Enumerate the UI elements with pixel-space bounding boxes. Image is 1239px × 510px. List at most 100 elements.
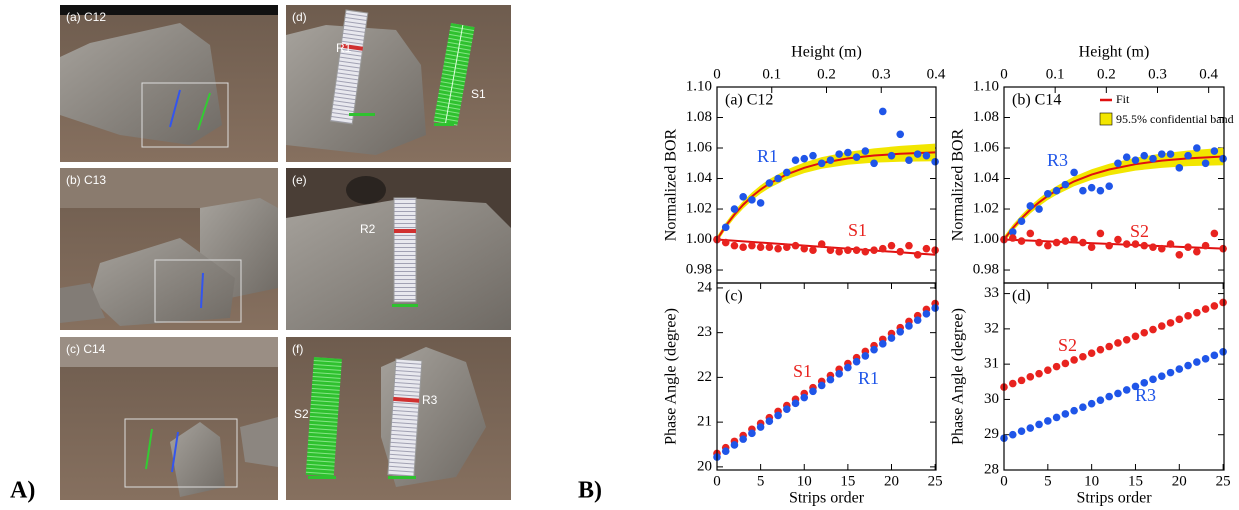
data-point [1132,156,1140,164]
photo-label: (b) C13 [66,173,106,187]
data-point [1070,407,1078,415]
data-point [1053,363,1061,371]
legend-swatch [1100,113,1112,125]
y-tick-label: 1.10 [973,78,999,94]
data-point [1105,242,1113,250]
fit-line [1004,157,1223,240]
data-point [1193,248,1201,256]
data-point [931,304,939,312]
series-label: S1 [848,220,867,240]
series-label: S1 [793,361,812,381]
data-point [1193,144,1201,152]
data-point [731,205,739,213]
data-point [800,155,808,163]
data-point [1070,169,1078,177]
photo-label: (d) [292,10,307,24]
confidence-band [717,144,935,243]
data-point [1175,365,1183,373]
data-point [931,158,939,166]
data-point [1026,424,1034,432]
y-tick-label: 1.04 [973,170,1000,186]
data-point [835,370,843,378]
data-point [748,242,756,250]
y-tick-label: 33 [984,285,999,301]
data-point [1202,159,1210,167]
x2-tick-label: 0.3 [1148,66,1167,82]
data-point [1026,373,1034,381]
data-point [1035,205,1043,213]
series-label: R1 [858,368,879,388]
data-point [800,394,808,402]
data-point [1211,302,1219,310]
data-point [1088,400,1096,408]
data-point [1026,202,1034,210]
data-point [757,199,765,207]
y-axis-label: Phase Angle (degree) [950,308,967,445]
data-point [896,328,904,336]
data-point [1044,190,1052,198]
y-axis-label: Normalized BOR [950,128,967,241]
plot-frame [717,283,936,470]
photo: (c) C14 [60,337,278,500]
data-point [748,430,756,438]
data-point [1167,150,1175,158]
data-point [1079,403,1087,411]
data-point [792,156,800,164]
photo: (b) C13 [60,168,278,330]
data-point [896,248,904,256]
data-point [1158,150,1166,158]
data-point [1088,349,1096,357]
data-point [818,240,826,248]
y-tick-label: 1.00 [686,231,712,247]
data-point [774,412,782,420]
y-tick-label: 1.02 [973,200,999,216]
data-point [853,246,861,254]
data-point [844,364,852,372]
data-point [1009,380,1017,388]
data-point [853,153,861,161]
y-tick-label: 23 [697,324,712,340]
data-point [757,423,765,431]
x2-axis-label: Height (m) [1079,44,1150,61]
y-tick-label: 1.06 [973,139,1000,155]
data-point [879,340,887,348]
data-point [905,156,913,164]
data-point [1202,242,1210,250]
strip-label: S2 [294,407,309,421]
data-point [766,417,774,425]
data-point [748,196,756,204]
data-point [766,179,774,187]
data-point [1149,243,1157,251]
data-point [800,245,808,253]
data-point [1062,360,1070,368]
data-point [1062,181,1070,189]
data-point [1088,243,1096,251]
data-point [1132,240,1140,248]
data-point [1167,240,1175,248]
y-tick-label: 1.02 [686,200,712,216]
data-point [1114,159,1122,167]
x-tick-label: 15 [1128,473,1143,489]
data-point [1219,348,1227,356]
x2-tick-label: 0.4 [1199,66,1218,82]
series-label: R1 [757,146,778,166]
y-tick-label: 0.98 [686,261,712,277]
legend-label: 95.5% confidential band [1116,112,1234,126]
data-point [844,246,852,254]
data-point [1175,316,1183,324]
data-point [888,334,896,342]
x-tick-label: 25 [928,473,943,489]
y-tick-label: 28 [984,461,999,477]
data-point [792,242,800,250]
data-point [1175,164,1183,172]
data-point [1114,339,1122,347]
photo-panels: (a) C12 (d) R1 S1 (b) C13 [60,5,511,500]
data-point [1175,251,1183,259]
data-point [870,346,878,354]
strip-label: R2 [360,222,376,236]
data-point [879,245,887,253]
data-point [1105,182,1113,190]
series-label: S2 [1058,335,1077,355]
data-point [914,251,922,259]
x-tick-label: 20 [884,473,899,489]
